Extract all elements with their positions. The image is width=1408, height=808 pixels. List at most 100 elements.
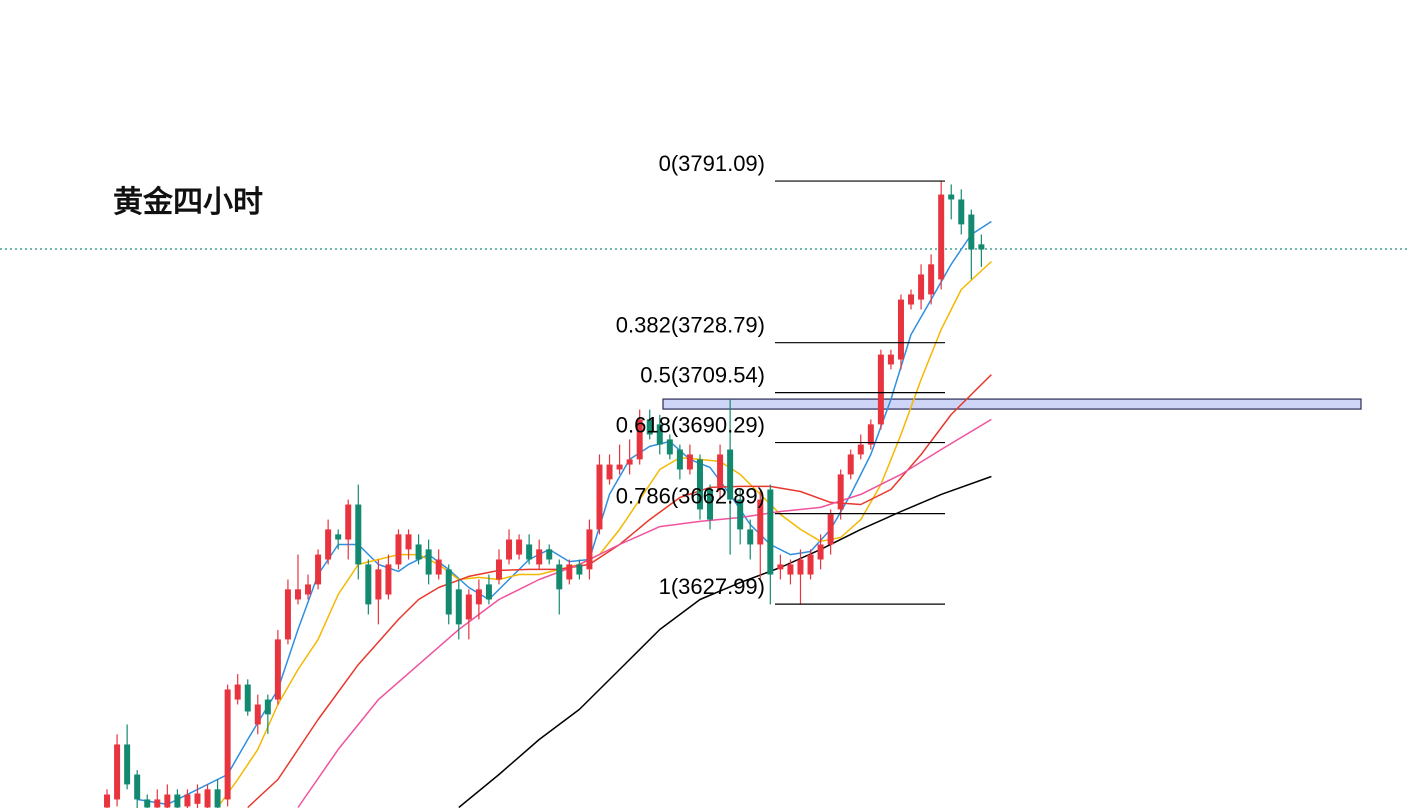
candle-body <box>757 499 764 545</box>
candle-body <box>777 564 784 570</box>
candle-body <box>284 589 291 640</box>
candle-body <box>817 544 824 560</box>
candle-body <box>224 689 231 800</box>
moving-average-line <box>216 260 992 808</box>
candle-body <box>807 554 814 575</box>
fib-level-label: 0.382(3728.79) <box>616 313 765 338</box>
fib-level-label: 1(3627.99) <box>659 574 765 599</box>
candle-body <box>556 564 563 590</box>
candle-body <box>274 639 281 700</box>
fib-level-label: 0.786(3662.89) <box>616 484 765 509</box>
candle-body <box>134 774 141 800</box>
candle-body <box>435 559 442 575</box>
candle-body <box>767 489 774 575</box>
candle-body <box>194 793 201 804</box>
candle-body <box>475 589 482 605</box>
candle-body <box>978 244 985 250</box>
candle-body <box>958 199 965 225</box>
fib-level-label: 0.5(3709.54) <box>640 363 765 388</box>
candle-body <box>495 559 502 580</box>
candle-body <box>455 589 462 625</box>
candle-body <box>928 264 935 295</box>
candle-body <box>335 534 342 540</box>
candle-body <box>676 449 683 470</box>
candle-body <box>536 549 543 565</box>
candle-body <box>908 294 915 305</box>
moving-average-line <box>297 418 992 808</box>
candle-body <box>857 444 864 455</box>
candle-body <box>234 684 241 700</box>
candle-body <box>787 564 794 575</box>
candle-body <box>827 514 834 545</box>
candle-body <box>867 424 874 445</box>
candle-body <box>405 534 412 550</box>
candle-body <box>174 794 181 808</box>
candle-body <box>415 544 422 560</box>
fib-level-label: 0(3791.09) <box>659 151 765 176</box>
candle-body <box>938 194 945 280</box>
candle-body <box>918 274 925 300</box>
candle-body <box>837 474 844 510</box>
candle-body <box>968 214 975 250</box>
candle-body <box>315 554 322 585</box>
candle-body <box>707 489 714 520</box>
fib-level-label: 0.618(3690.29) <box>616 413 765 438</box>
moving-average-line <box>247 374 992 808</box>
candle-body <box>566 564 573 580</box>
candle-body <box>425 549 432 575</box>
candle-body <box>204 789 211 808</box>
candle-body <box>516 539 523 555</box>
candle-body <box>506 539 513 560</box>
candle-body <box>385 564 392 595</box>
candle-body <box>948 194 955 200</box>
candle-body <box>526 544 533 560</box>
candle-body <box>646 419 653 435</box>
candle-body <box>254 704 261 725</box>
candle-body <box>737 499 744 530</box>
candle-body <box>114 744 121 800</box>
candle-body <box>666 439 673 455</box>
candle-body <box>696 459 703 510</box>
candle-body <box>797 559 804 575</box>
candle-body <box>154 799 161 808</box>
candle-body <box>656 424 663 445</box>
chart-title: 黄金四小时 <box>113 185 263 219</box>
candle-body <box>626 459 633 465</box>
candle-body <box>897 299 904 360</box>
candle-body <box>636 419 643 460</box>
candle-body <box>546 549 553 560</box>
candle-body <box>104 794 111 808</box>
candle-body <box>445 569 452 615</box>
candle-body <box>345 504 352 540</box>
candle-body <box>847 454 854 475</box>
candle-body <box>485 584 492 600</box>
candle-body <box>214 789 221 808</box>
candle-body <box>124 744 131 785</box>
moving-average-line <box>137 220 992 806</box>
candle-body <box>264 699 271 715</box>
candle-body <box>686 454 693 470</box>
candle-body <box>355 504 362 565</box>
candle-body <box>365 564 372 605</box>
candle-body <box>747 529 754 545</box>
candle-body <box>717 454 724 490</box>
candle-body <box>375 569 382 600</box>
candle-body <box>395 534 402 565</box>
candle-body <box>244 684 251 712</box>
candle-body <box>164 794 171 808</box>
candle-body <box>616 464 623 470</box>
candle-body <box>144 799 151 808</box>
candle-body <box>887 354 894 365</box>
moving-average-line <box>458 475 992 808</box>
candle-body <box>727 449 734 500</box>
candle-body <box>184 794 191 807</box>
candle-body <box>586 529 593 570</box>
price-zone <box>662 398 1362 410</box>
candle-body <box>576 564 583 575</box>
candle-body <box>877 354 884 425</box>
candle-body <box>294 589 301 600</box>
candle-body <box>465 594 472 620</box>
candle-body <box>606 464 613 480</box>
